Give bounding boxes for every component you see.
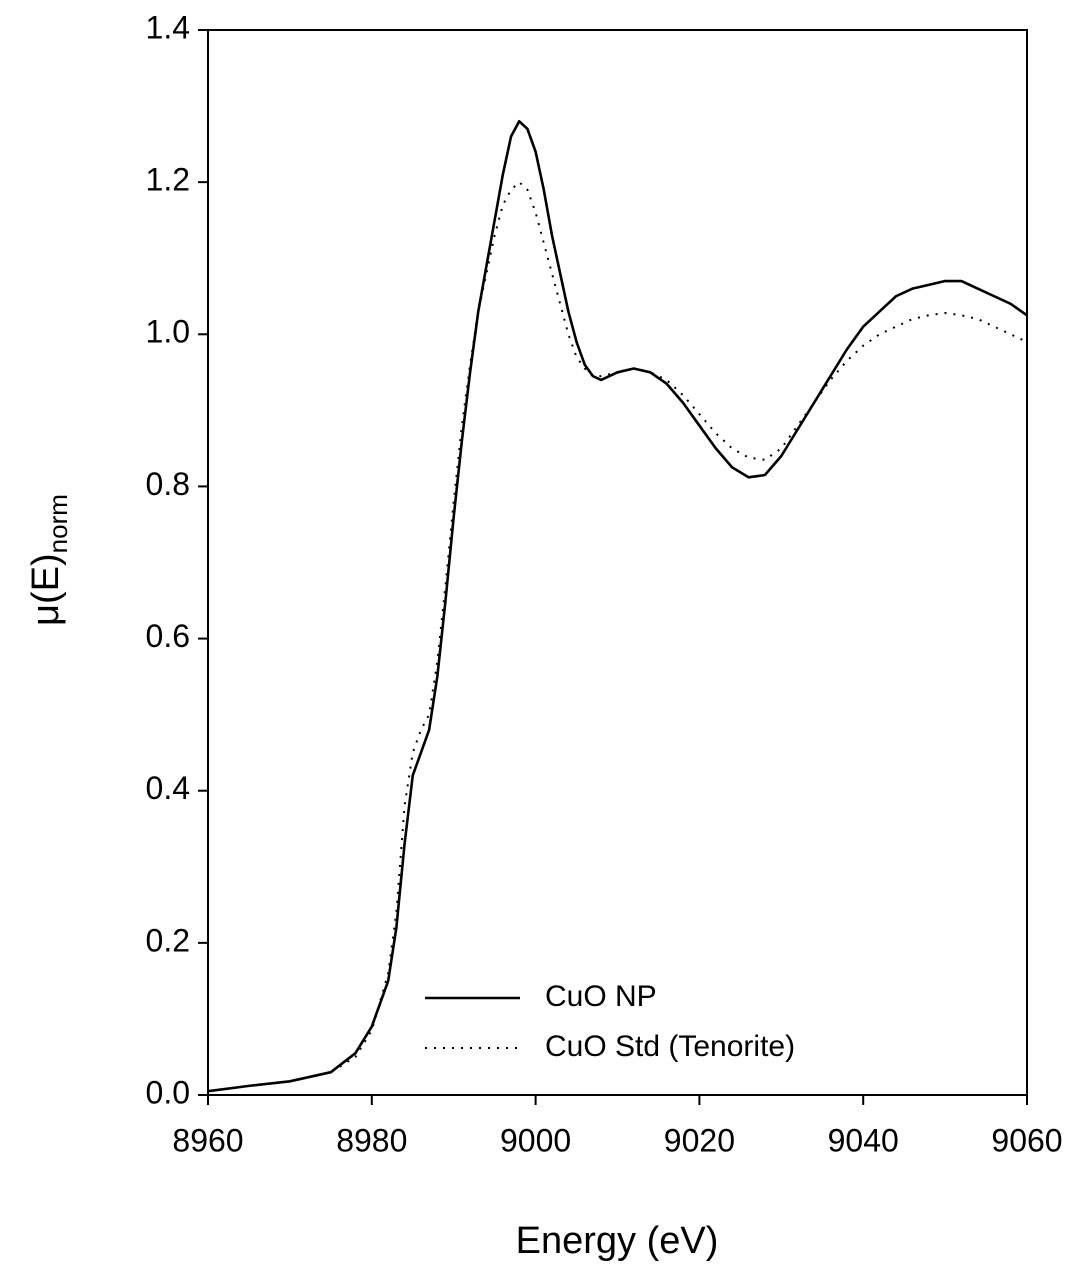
y-tick-label: 1.4 bbox=[146, 9, 190, 45]
plot-frame bbox=[207, 29, 1028, 1096]
x-tick-label: 9040 bbox=[828, 1122, 899, 1158]
legend-label: CuO NP bbox=[545, 980, 657, 1013]
data-line bbox=[207, 119, 1028, 1093]
y-tick-label: 0.2 bbox=[146, 922, 190, 958]
legend-label: CuO Std (Tenorite) bbox=[545, 1030, 795, 1063]
y-tick-label: 0.8 bbox=[146, 466, 190, 502]
y-tick-label: 0.6 bbox=[146, 618, 190, 654]
y-tick-label: 1.0 bbox=[146, 314, 190, 350]
x-tick-label: 9000 bbox=[500, 1122, 571, 1158]
y-tick-label: 0.4 bbox=[146, 770, 190, 806]
y-axis-label-sub: norm bbox=[43, 494, 73, 553]
y-tick-label: 1.2 bbox=[146, 162, 190, 198]
data-line bbox=[207, 181, 1028, 1093]
x-axis-label: Energy (eV) bbox=[516, 1220, 719, 1262]
y-tick-label: 0.0 bbox=[146, 1074, 190, 1110]
x-tick-label: 8960 bbox=[172, 1122, 243, 1158]
y-axis-label-main: μ(E) bbox=[25, 553, 67, 626]
x-tick-label: 8980 bbox=[336, 1122, 407, 1158]
x-tick-label: 9020 bbox=[664, 1122, 735, 1158]
x-tick-label: 9060 bbox=[991, 1122, 1062, 1158]
y-axis-label: μ(E)norm bbox=[25, 494, 73, 626]
